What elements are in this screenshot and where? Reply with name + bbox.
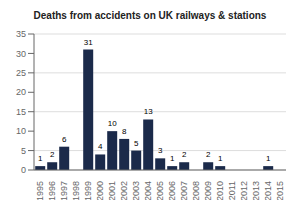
svg-text:1: 1: [266, 154, 271, 163]
svg-text:31: 31: [84, 38, 93, 47]
svg-text:5: 5: [134, 139, 139, 148]
svg-text:20: 20: [16, 87, 26, 97]
svg-text:2: 2: [206, 150, 211, 159]
svg-text:2001: 2001: [107, 181, 117, 200]
svg-text:30: 30: [16, 49, 26, 59]
svg-text:10: 10: [16, 126, 26, 136]
svg-text:1: 1: [38, 154, 43, 163]
svg-text:1998: 1998: [71, 181, 81, 200]
svg-text:1: 1: [170, 154, 175, 163]
svg-text:2: 2: [182, 150, 187, 159]
svg-text:2008: 2008: [191, 181, 201, 200]
svg-text:1999: 1999: [83, 181, 93, 200]
svg-text:13: 13: [144, 107, 153, 116]
html-text:Deaths from accidents on UK ra: Deaths from accidents on UK railways & s…: [33, 10, 267, 21]
svg-text:1996: 1996: [47, 181, 57, 200]
svg-text:2010: 2010: [215, 181, 225, 200]
svg-text:4: 4: [98, 142, 103, 151]
svg-text:2011: 2011: [227, 181, 237, 200]
svg-text:5: 5: [21, 146, 26, 156]
svg-text:6: 6: [62, 135, 67, 144]
svg-text:2: 2: [50, 150, 55, 159]
svg-text:1: 1: [218, 154, 223, 163]
svg-text:2012: 2012: [239, 181, 249, 200]
svg-text:2003: 2003: [131, 181, 141, 200]
svg-text:2002: 2002: [119, 181, 129, 200]
svg-text:35: 35: [16, 29, 26, 39]
svg-text:2000: 2000: [95, 181, 105, 200]
svg-text:2005: 2005: [155, 181, 165, 200]
svg-text:3: 3: [158, 146, 163, 155]
svg-text:1997: 1997: [59, 181, 69, 200]
svg-text:1995: 1995: [35, 181, 45, 200]
svg-text:2014: 2014: [263, 181, 273, 200]
svg-text:2015: 2015: [275, 181, 285, 200]
svg-text:2009: 2009: [203, 181, 213, 200]
svg-text:10: 10: [108, 119, 117, 128]
svg-text:2013: 2013: [251, 181, 261, 200]
svg-text:8: 8: [122, 127, 127, 136]
svg-text:2004: 2004: [143, 181, 153, 200]
svg-text:15: 15: [16, 107, 26, 117]
svg-text:0: 0: [21, 165, 26, 175]
svg-text:2007: 2007: [179, 181, 189, 200]
svg-text:25: 25: [16, 68, 26, 78]
svg-text:2006: 2006: [167, 181, 177, 200]
